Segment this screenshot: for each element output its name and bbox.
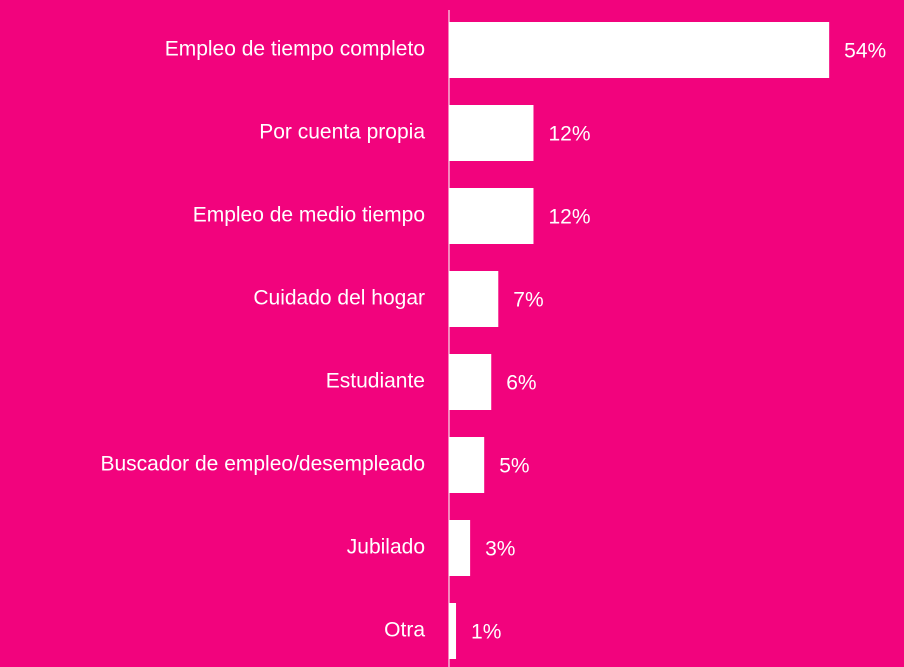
category-label: Empleo de tiempo completo [165, 38, 425, 61]
category-label: Otra [384, 619, 425, 642]
category-label: Por cuenta propia [259, 121, 425, 144]
category-label: Cuidado del hogar [253, 287, 425, 310]
category-label: Estudiante [326, 370, 425, 393]
bar [449, 271, 499, 327]
value-label: 6% [506, 372, 536, 395]
value-label: 1% [471, 621, 501, 644]
category-label: Buscador de empleo/desempleado [100, 453, 425, 476]
value-label: 7% [513, 289, 543, 312]
category-label: Jubilado [347, 536, 425, 559]
bar [449, 520, 471, 576]
bar [449, 603, 457, 659]
bar [449, 437, 485, 493]
value-label: 5% [499, 455, 529, 478]
value-label: 3% [485, 538, 515, 561]
bar [449, 22, 830, 78]
bar [449, 188, 534, 244]
bar [449, 354, 492, 410]
value-label: 12% [548, 206, 590, 229]
value-label: 12% [548, 123, 590, 146]
value-label: 54% [844, 40, 886, 63]
category-label: Empleo de medio tiempo [193, 204, 425, 227]
bar [449, 105, 534, 161]
